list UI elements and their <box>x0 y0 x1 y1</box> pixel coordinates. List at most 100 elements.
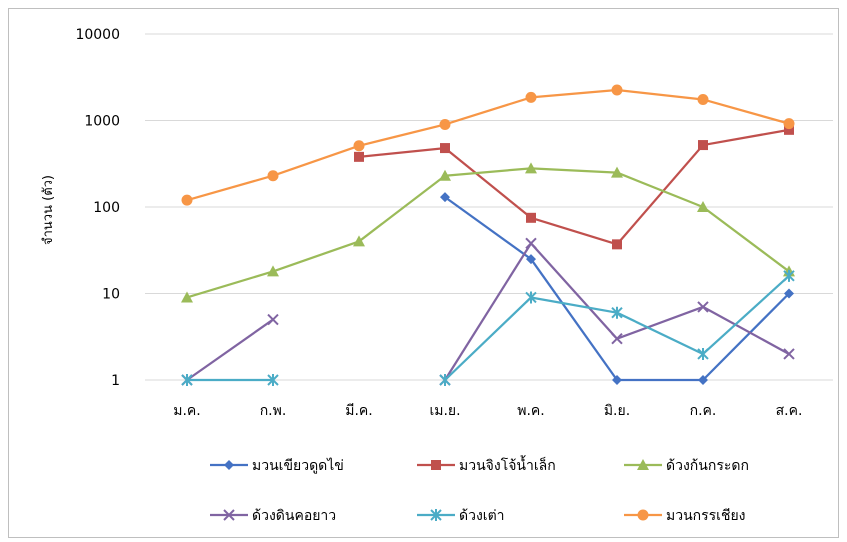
legend-item: ด้วงเต่า <box>417 508 505 524</box>
data-point <box>611 166 623 178</box>
data-point <box>526 254 536 265</box>
data-point <box>784 288 794 299</box>
series-line-segment <box>444 96 532 126</box>
legend-label: ด้วงก้นกระดก <box>666 458 749 474</box>
data-point <box>525 162 537 174</box>
legend-marker <box>637 509 649 521</box>
legend-item: มวนเขียวดูดไข่ <box>210 457 344 474</box>
legend-item: มวนจิงโจ้น้ำเล็ก <box>417 455 556 474</box>
series-line-segment <box>702 305 790 355</box>
series-line-segment <box>702 128 790 147</box>
data-point <box>267 170 279 182</box>
series-line-segment <box>616 311 704 355</box>
legend-marker <box>223 509 235 521</box>
data-point <box>783 269 795 282</box>
data-point <box>612 375 622 385</box>
series-line-segment <box>186 270 274 299</box>
series <box>181 162 795 303</box>
data-point <box>783 348 795 360</box>
series <box>354 124 794 250</box>
series-line-segment <box>272 240 360 273</box>
series <box>181 269 795 386</box>
legend: มวนเขียวดูดไข่ มวนจิงโจ้น้ำเล็ก ด้วงก้นกระ… <box>210 455 749 524</box>
data-point <box>697 201 709 212</box>
series-line-segment <box>444 296 532 381</box>
y-tick-label: 100 <box>93 200 120 216</box>
legend-item: ด้วงดินคอยาว <box>210 508 336 524</box>
x-tick-label: ม.ค. <box>173 403 201 419</box>
legend-item: มวนกรรเชียง <box>624 508 746 524</box>
data-point <box>784 124 794 135</box>
data-point <box>697 301 709 313</box>
series-group <box>181 84 795 386</box>
series-line-segment <box>530 216 618 246</box>
legend-marker <box>430 509 442 521</box>
data-point <box>267 265 279 277</box>
data-point <box>181 291 193 303</box>
series-line-segment <box>444 196 532 260</box>
x-tick-label: ก.พ. <box>260 403 287 419</box>
series <box>181 84 795 206</box>
series-line-segment <box>616 88 704 101</box>
x-tick-label: พ.ค. <box>517 403 545 419</box>
legend-item: ด้วงก้นกระดก <box>624 458 749 474</box>
y-tick-label: 10 <box>102 287 120 303</box>
legend-marker <box>431 460 441 470</box>
data-point <box>439 118 451 130</box>
x-tick-label: ส.ค. <box>776 403 803 419</box>
series-line-segment <box>272 144 360 177</box>
data-point <box>697 93 709 105</box>
legend-label: มวนเขียวดูดไข่ <box>252 457 344 474</box>
series-line-segment <box>186 318 274 381</box>
y-tick-label: 10000 <box>75 27 120 43</box>
data-point <box>698 375 708 385</box>
data-point <box>440 192 450 203</box>
series-line-segment <box>186 174 274 202</box>
y-axis-ticks: 1 10 100 1000 10000 <box>75 27 120 389</box>
series-line-segment <box>702 206 790 273</box>
x-tick-label: ก.ค. <box>690 403 717 419</box>
series <box>440 192 794 385</box>
data-point <box>612 239 622 250</box>
data-point <box>353 140 365 152</box>
legend-marker <box>637 459 649 470</box>
x-tick-label: มี.ค. <box>345 403 373 419</box>
series-line-segment <box>530 167 618 174</box>
series-line-segment <box>530 242 618 340</box>
data-point <box>354 151 364 162</box>
series-line-segment <box>444 147 532 219</box>
series-line-segment <box>702 292 790 381</box>
data-point <box>439 374 451 386</box>
legend-marker <box>224 460 234 470</box>
data-point <box>181 374 193 386</box>
series-line-segment <box>616 305 704 340</box>
series-line-segment <box>616 171 704 209</box>
y-tick-label: 1000 <box>84 114 120 130</box>
series-line-segment <box>358 174 446 243</box>
data-point <box>181 194 193 206</box>
data-point <box>783 118 795 130</box>
series-line-segment <box>616 144 704 246</box>
series <box>181 237 795 386</box>
data-point <box>267 313 279 326</box>
series-line-segment <box>358 146 446 158</box>
series-line-segment <box>530 258 618 381</box>
x-axis-ticks: ม.ค. ก.พ. มี.ค. เม.ย. พ.ค. มิ.ย. ก.ค. ส.ค. <box>173 403 802 419</box>
series-line-segment <box>530 296 618 314</box>
data-point <box>698 140 708 151</box>
y-tick-label: 1 <box>111 373 120 389</box>
data-point <box>353 235 365 247</box>
series-line-segment <box>702 275 790 355</box>
data-point <box>611 84 623 96</box>
data-point <box>525 91 537 103</box>
data-point <box>611 306 623 319</box>
data-point <box>267 374 279 386</box>
legend-label: ด้วงดินคอยาว <box>252 508 336 524</box>
series-line-segment <box>358 123 446 147</box>
series-line-segment <box>444 242 532 381</box>
data-point <box>439 169 451 181</box>
legend-label: มวนจิงโจ้น้ำเล็ก <box>459 455 556 474</box>
y-axis-label: จำนวน (ตัว) <box>41 175 56 245</box>
series-line-segment <box>702 98 790 125</box>
